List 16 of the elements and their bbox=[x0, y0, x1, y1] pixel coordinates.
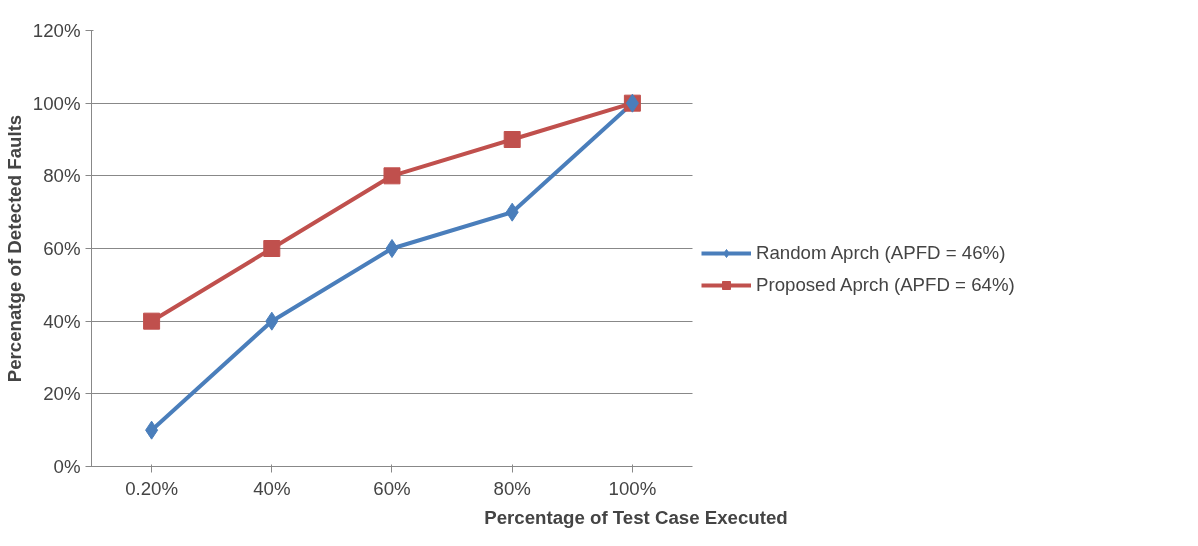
x-tick-label: 80% bbox=[493, 477, 531, 499]
x-tick-label: 60% bbox=[373, 477, 411, 499]
y-tick-label: 80% bbox=[43, 165, 81, 187]
y-axis-title: Percenatge of Detected Faults bbox=[3, 114, 25, 383]
legend-label: Proposed Aprch (APFD = 64%) bbox=[756, 274, 1015, 296]
legend-label: Random Aprch (APFD = 46%) bbox=[756, 242, 1006, 264]
y-tick-label: 120% bbox=[32, 20, 81, 41]
y-tick-label: 20% bbox=[43, 383, 81, 405]
y-tick-label: 0% bbox=[53, 456, 81, 477]
x-tick-label: 100% bbox=[608, 477, 657, 499]
y-tick-label: 60% bbox=[43, 238, 81, 259]
x-tick-label: 40% bbox=[253, 477, 291, 499]
x-tick-label: 0.20% bbox=[125, 477, 179, 499]
x-axis-title: Percentage of Test Case Executed bbox=[484, 506, 788, 528]
y-tick-label: 100% bbox=[32, 92, 81, 114]
y-tick-label: 40% bbox=[43, 310, 81, 332]
